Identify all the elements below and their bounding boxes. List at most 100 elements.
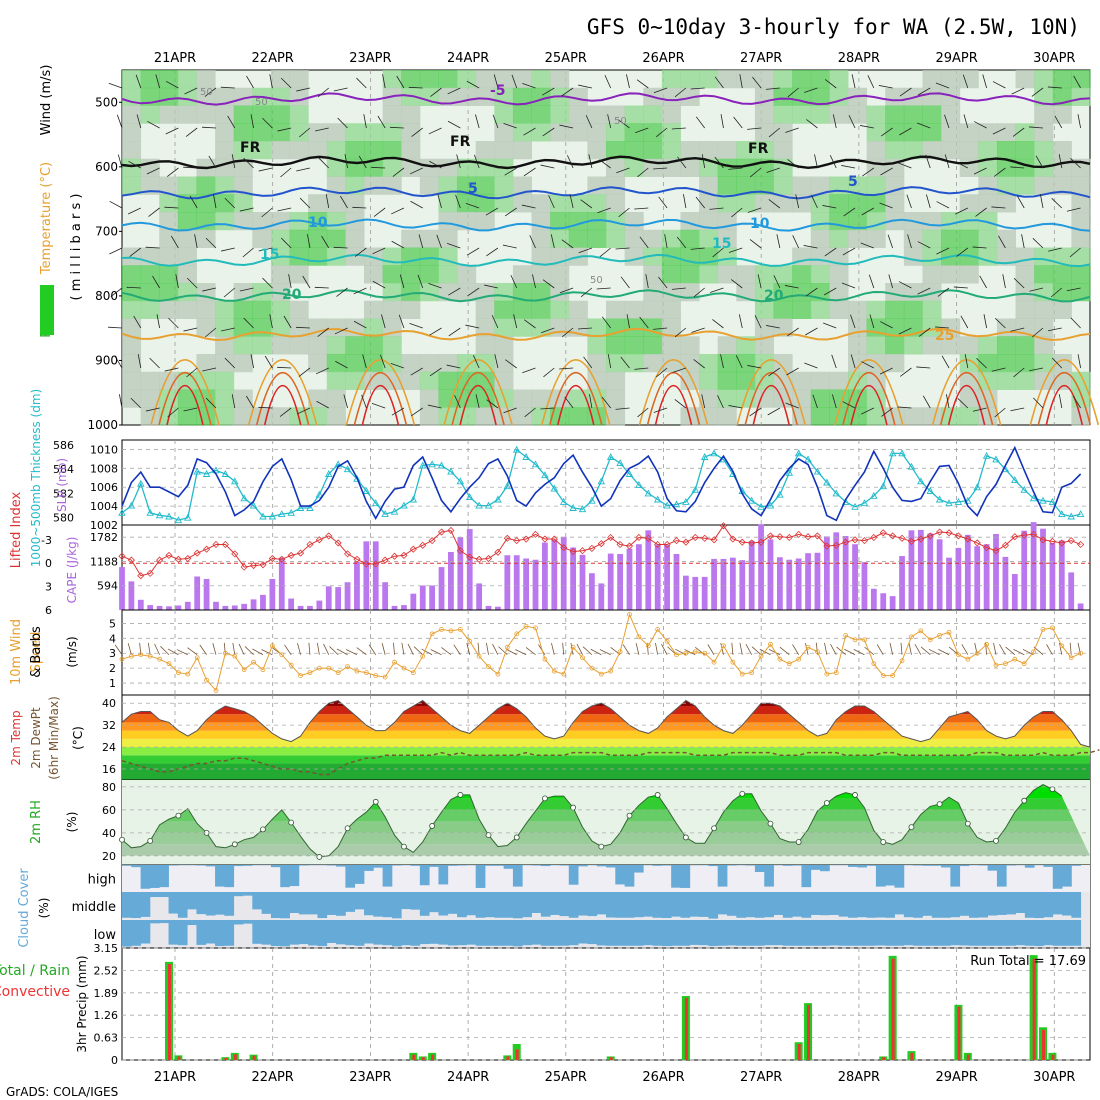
wind-point (204, 677, 209, 683)
cloud-bar (568, 865, 579, 885)
rh-cell (512, 283, 533, 302)
cloud-bar (931, 865, 942, 866)
wind-point (711, 659, 717, 665)
warm-contour (150, 359, 220, 426)
cape-bar (748, 540, 755, 610)
rh-cell (140, 265, 160, 284)
cloud-bar (792, 865, 802, 866)
cape-bar (194, 576, 201, 610)
rh-cell (829, 283, 849, 302)
rh-cell (810, 300, 830, 319)
cape-bar (175, 605, 182, 610)
wind-barb (513, 314, 518, 329)
wind-point (664, 638, 670, 644)
wind-barb (239, 207, 254, 212)
rh-cell (512, 318, 533, 337)
rh-point (767, 820, 774, 827)
rh-cell (364, 176, 384, 195)
wind-barb (323, 643, 330, 655)
wind-barb (1005, 646, 1016, 656)
rh-cell (308, 123, 328, 142)
rh-cell (512, 389, 533, 408)
wind-barb (429, 367, 442, 377)
wind-barb (822, 205, 837, 209)
wind-barb (223, 287, 236, 298)
cloud-bar (149, 892, 160, 898)
wind-barb (559, 367, 574, 370)
wind-point (166, 661, 172, 667)
rh-cell (922, 247, 942, 266)
wind-barb (413, 646, 424, 656)
warm-contour (247, 359, 318, 426)
cape-bar (974, 546, 981, 610)
wind-barb (205, 397, 217, 409)
wind-barb (786, 367, 799, 376)
wind-point (542, 656, 548, 662)
wind-barb (914, 644, 922, 655)
contour-label: -5 (490, 83, 506, 99)
rh-cell (270, 336, 291, 355)
cloud-bar (931, 892, 942, 918)
cape-bar (776, 557, 783, 610)
rh-cell (140, 176, 160, 195)
li-point (400, 551, 408, 559)
wind-barb (714, 76, 724, 89)
rh-cell (550, 194, 570, 213)
wind-barb (876, 644, 884, 655)
rh-cell (568, 229, 588, 248)
wind-barb (918, 327, 931, 337)
rh-cell (512, 194, 533, 213)
rh-cell (773, 354, 793, 373)
precip-left-label2: Convective (0, 984, 70, 1000)
thickness-point (484, 501, 493, 509)
cloud-bar (559, 865, 570, 866)
slp-ylabel: SLP (mb) (55, 458, 69, 512)
wind-barb (363, 114, 367, 129)
wind-barb (133, 315, 142, 329)
cloud-bar (354, 920, 365, 946)
wind-barb (183, 407, 198, 412)
rh-cell (587, 194, 607, 213)
top-day-labels: 21APR 22APR 23APR 24APR 25APR 26APR 27APR 28APR… (154, 51, 1076, 66)
rh-cell (382, 105, 402, 124)
wind-barb (429, 327, 442, 336)
wind-barb (430, 649, 442, 656)
wind-barb (250, 114, 254, 129)
wind-point (956, 652, 961, 658)
thickness-ylabel: 1000~500mb Thickness (dm) (29, 389, 43, 567)
cloud-bar (782, 892, 793, 918)
rh-cell (1052, 283, 1072, 302)
rh-cell (717, 70, 737, 89)
wind-barb (720, 114, 724, 129)
li-point (503, 534, 511, 542)
wind-barb (130, 397, 142, 409)
cloud-bar (373, 892, 384, 917)
rh-cell (233, 123, 253, 142)
li-point (907, 537, 916, 545)
cape-bar (457, 537, 464, 610)
li-point (334, 539, 342, 547)
li-point (240, 563, 248, 571)
wind-barb (283, 315, 292, 329)
wind-barb (212, 643, 217, 655)
temp-band (122, 747, 1090, 756)
wind-barb (409, 322, 423, 329)
wind-barb (504, 167, 517, 176)
thickness-point (202, 470, 211, 477)
wind-barb (1066, 287, 1081, 292)
wind-point (514, 631, 520, 637)
li-point (296, 549, 305, 557)
cloud-bar (1015, 892, 1026, 913)
cloud-bar (1062, 920, 1072, 946)
rh-cell (177, 212, 197, 231)
cloud-bar (280, 892, 290, 919)
rh-cell (326, 407, 346, 426)
cloud-bar (894, 920, 905, 946)
wind-barb (1032, 327, 1044, 338)
wind-barb (183, 327, 198, 332)
rh-cell (401, 229, 421, 248)
bottom-day-label: 29APR (935, 1070, 977, 1085)
cape-bar (344, 582, 351, 610)
rh-cell (326, 141, 346, 160)
cape-bar (786, 559, 793, 610)
